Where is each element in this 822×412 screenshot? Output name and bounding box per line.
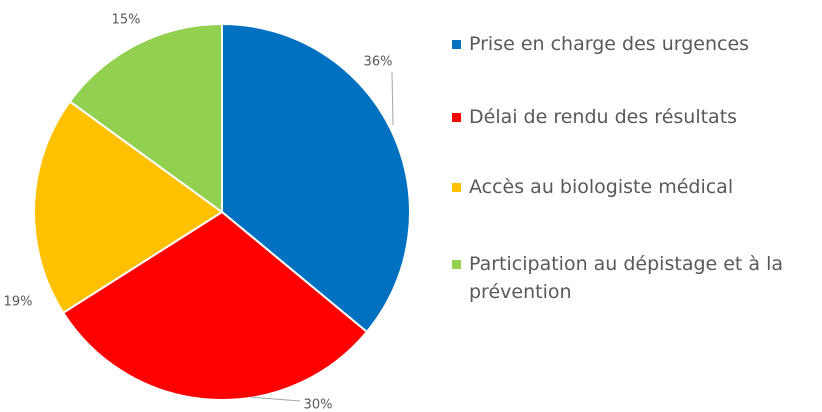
legend-item: Délai de rendu des résultats [452,103,812,131]
legend-swatch [452,183,461,192]
pie-slice [221,22,411,334]
data-label: 36% [364,55,393,70]
legend-swatch [452,40,461,49]
pie-slice [68,22,223,214]
legend-label: Accès au biologiste médical [469,176,734,198]
legend-label: Délai de rendu des résultats [469,106,738,128]
legend-label: Prise en charge des urgences [469,33,750,55]
legend-swatch [452,113,461,122]
leader-line [249,396,301,402]
pie-slice [33,100,224,315]
leader-line [391,71,394,126]
pie-slice [61,210,369,401]
legend-label: Participation au dépistage et à la préve… [469,253,784,303]
data-label: 19% [4,295,33,310]
legend-item: Prise en charge des urgences [452,30,812,58]
data-label: 15% [112,13,141,28]
data-label: 30% [304,398,333,412]
legend-swatch [452,260,461,269]
legend-item: Accès au biologiste médical [452,173,812,201]
legend-item: Participation au dépistage et à la préve… [452,250,812,306]
